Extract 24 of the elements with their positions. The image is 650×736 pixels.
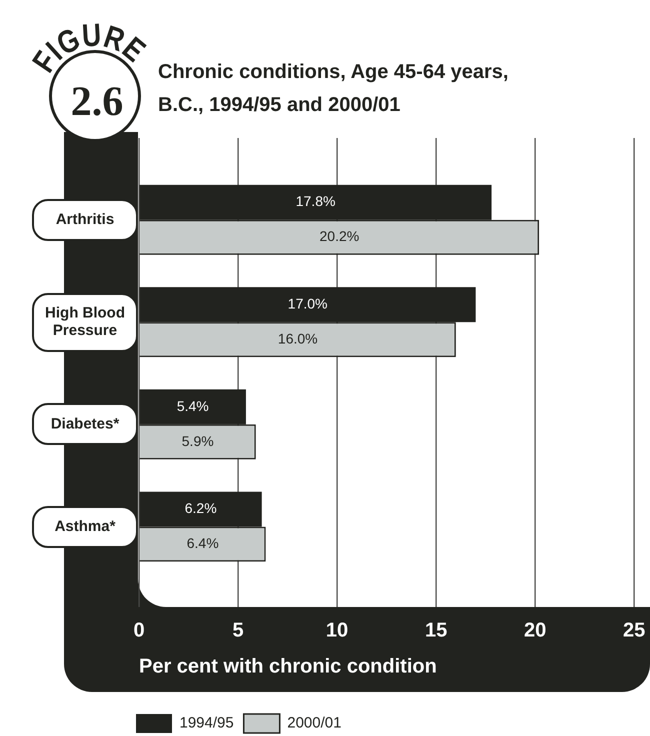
text: 2.6 — [70, 79, 124, 125]
legend-label: 1994/95 — [180, 714, 234, 732]
y-tick-label: Asthma* — [54, 518, 116, 535]
data-label: 20.2% — [319, 228, 360, 244]
y-tick-label: High Blood Pressure — [45, 304, 125, 339]
y-tick-label: Diabetes* — [50, 416, 120, 433]
x-tick-label: 20 — [524, 620, 546, 642]
x-tick-label: 10 — [326, 620, 348, 642]
x-tick-label: 15 — [424, 620, 448, 642]
x-tick-label: 0 — [133, 620, 145, 642]
text: FIGURE — [25, 16, 156, 79]
y-tick-label: Arthritis — [56, 210, 114, 228]
legend-label: 2000/01 — [287, 714, 342, 732]
data-label: 5.9% — [182, 432, 214, 449]
data-label: 17.8% — [296, 193, 336, 210]
data-label: 5.4% — [176, 398, 209, 414]
data-label: 17.0% — [288, 295, 328, 312]
data-label: 16.0% — [278, 330, 318, 346]
data-label: 6.2% — [184, 500, 217, 516]
data-label: 6.4% — [186, 535, 219, 552]
x-tick-label: 5 — [232, 620, 244, 642]
x-tick-label: 25 — [623, 620, 646, 642]
x-axis-title: Per cent with chronic condition — [139, 656, 437, 678]
chart-title: Chronic conditions, Age 45-64 years, B.C., 1994/95 and 2000/01 — [158, 60, 510, 118]
